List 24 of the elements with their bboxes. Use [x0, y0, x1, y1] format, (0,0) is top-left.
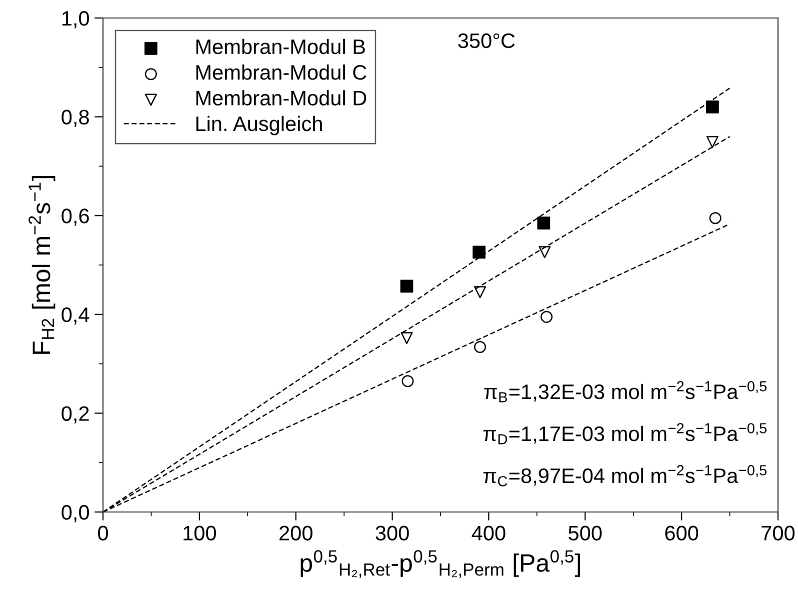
- annotation: π$_{C}$=8,97E-04 mol m$^{−2}$s$^{−1}$Pa$^{−0,5}$: [483, 465, 767, 486]
- y-tick-label: 0,6: [62, 208, 89, 226]
- x-tick-label: 200: [280, 526, 312, 540]
- annotation: π$_{B}$=1,32E-03 mol m$^{−2}$s$^{−1}$Pa$^{−0,5}$: [484, 381, 767, 402]
- y-axis-title: F$_{H2}$ [mol m$^{−2}$s$^{−1}$]: [28, 176, 56, 354]
- y-tick-label: 1,0: [62, 11, 89, 28]
- y-tick-label: 0,2: [62, 406, 89, 424]
- x-tick-label: 0: [98, 526, 108, 540]
- legend-label: Membran-Modul D: [196, 90, 366, 106]
- x-tick-label: 300: [376, 526, 409, 540]
- y-tick-label: 0,4: [62, 307, 90, 325]
- text: p$^{0,5}$$_{H₂,Ret}$-p$^{0,5}$$_{H₂,Perm}$ [Pa$^{0,5}$]: [300, 550, 580, 578]
- x-tick-label: 400: [472, 526, 506, 540]
- legend-label: Lin. Ausgleich: [196, 116, 322, 136]
- x-tick-label: 600: [665, 526, 698, 540]
- x-tick-label: 100: [184, 526, 216, 540]
- legend-label: Membran-Modul B: [196, 38, 365, 54]
- legend-label: Membran-Modul C: [196, 64, 366, 80]
- x-tick-label: 500: [568, 526, 602, 540]
- annotation: 350°C: [458, 33, 515, 48]
- y-tick-label: 0,8: [62, 110, 89, 128]
- x-tick-label: 700: [762, 526, 795, 540]
- annotation: π$_{D}$=1,17E-03 mol m$^{−2}$s$^{−1}$Pa$^{−0,5}$: [483, 423, 767, 444]
- y-tick-label: 0,0: [62, 505, 89, 522]
